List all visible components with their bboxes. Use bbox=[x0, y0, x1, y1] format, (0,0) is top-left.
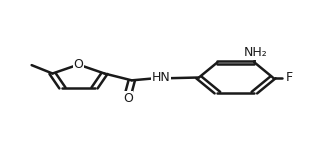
Text: F: F bbox=[285, 71, 293, 84]
Text: O: O bbox=[74, 58, 83, 71]
Text: NH₂: NH₂ bbox=[243, 46, 267, 59]
Text: O: O bbox=[123, 92, 133, 105]
Text: HN: HN bbox=[152, 71, 171, 84]
